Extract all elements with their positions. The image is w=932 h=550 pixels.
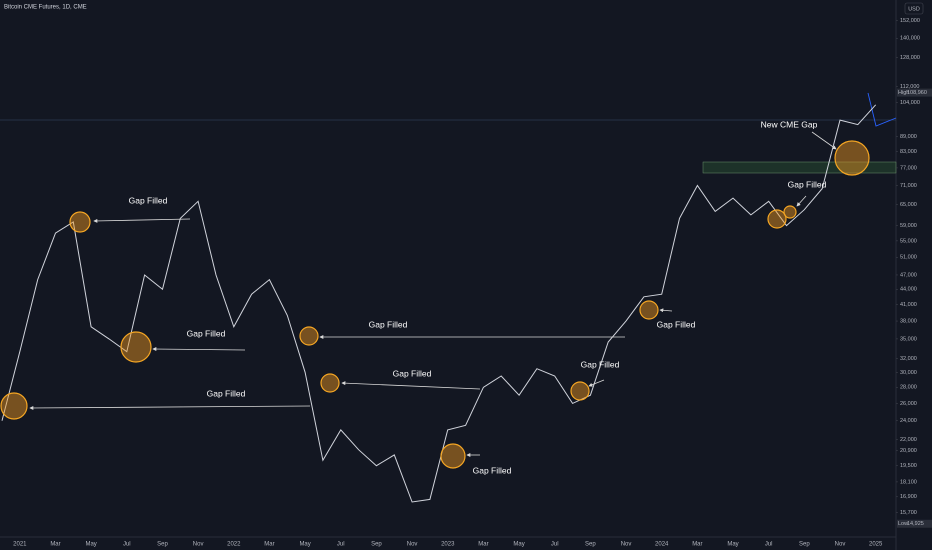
low-label: Low xyxy=(898,521,908,527)
y-tick-label: 41,000 xyxy=(900,302,917,308)
y-tick-label: 20,900 xyxy=(900,448,917,454)
y-tick-label: 77,000 xyxy=(900,165,917,171)
y-tick-label: 65,000 xyxy=(900,202,917,208)
x-tick-label: Sep xyxy=(157,542,168,548)
y-tick-label: 24,000 xyxy=(900,418,917,424)
x-tick-label: Mar xyxy=(692,542,702,548)
x-tick-label: Mar xyxy=(50,542,60,548)
y-tick-label: 112,000 xyxy=(900,84,919,90)
high-tag xyxy=(897,88,932,97)
annotation: Gap Filled xyxy=(129,195,168,205)
arrow xyxy=(659,308,673,313)
x-tick-label: Nov xyxy=(621,542,632,548)
y-tick-label: 152,000 xyxy=(900,18,920,24)
x-tick-label: Mar xyxy=(478,542,488,548)
low-value: 14,925 xyxy=(907,521,924,527)
y-tick-label: 26,000 xyxy=(900,401,917,407)
y-tick-label: 18,100 xyxy=(900,479,917,485)
x-tick-label: 2022 xyxy=(227,542,241,548)
currency-box[interactable] xyxy=(904,2,924,15)
y-tick-label: 140,000 xyxy=(900,36,920,42)
y-tick-label: 19,500 xyxy=(900,463,917,469)
y-tick-label: 30,000 xyxy=(900,370,917,376)
x-tick-label: 2024 xyxy=(655,542,669,548)
arrow xyxy=(29,405,311,410)
gap-circle xyxy=(767,209,787,229)
annotation: Gap Filled xyxy=(788,179,827,189)
y-tick-label: 128,000 xyxy=(900,55,920,61)
low-tag xyxy=(897,519,932,528)
y-tick-label: 35,000 xyxy=(900,336,917,342)
gap-circle xyxy=(440,443,466,469)
x-tick-label: Nov xyxy=(835,542,846,548)
y-tick-label: 71,000 xyxy=(900,183,917,189)
y-tick-label: 59,000 xyxy=(900,223,917,229)
currency: USD xyxy=(908,6,920,12)
x-tick-label: 2023 xyxy=(441,542,455,548)
x-tick-label: May xyxy=(727,542,738,548)
annotation: Gap Filled xyxy=(657,319,696,329)
y-tick-label: 28,000 xyxy=(900,385,917,391)
x-tick-label: Mar xyxy=(264,542,274,548)
annotation: Gap Filled xyxy=(473,465,512,475)
x-tick-label: Nov xyxy=(193,542,204,548)
x-tick-label: Jul xyxy=(123,542,131,548)
x-tick-label: 2025 xyxy=(869,542,883,548)
chart-title: Bitcoin CME Futures, 1D, CME xyxy=(4,5,87,11)
gap-circle xyxy=(834,140,870,176)
y-tick-label: 16,900 xyxy=(900,494,917,500)
y-tick-label: 104,000 xyxy=(900,100,920,106)
arrow xyxy=(341,381,481,390)
y-tick-label: 38,000 xyxy=(900,319,917,325)
annotation: Gap Filled xyxy=(581,359,620,369)
y-tick-label: 22,000 xyxy=(900,437,917,443)
arrow xyxy=(152,347,246,352)
x-tick-label: 2021 xyxy=(13,542,27,548)
y-tick-label: 15,700 xyxy=(900,510,917,516)
high-value: 108,960 xyxy=(907,90,927,96)
annotation: Gap Filled xyxy=(369,319,408,329)
high-label: High xyxy=(898,90,909,96)
gap-circle xyxy=(299,326,319,346)
annotation: New CME Gap xyxy=(761,119,818,129)
gap-circle xyxy=(783,205,797,219)
arrow xyxy=(93,218,191,223)
x-tick-label: Sep xyxy=(585,542,596,548)
annotation: Gap Filled xyxy=(187,328,226,338)
x-tick-label: Sep xyxy=(799,542,810,548)
gap-circle xyxy=(320,373,340,393)
x-tick-label: Jul xyxy=(337,542,345,548)
arrow xyxy=(588,379,605,387)
gap-circle xyxy=(570,381,590,401)
plot xyxy=(0,92,897,503)
gap-circle xyxy=(639,300,659,320)
gap-circle xyxy=(120,331,152,363)
y-tick-label: 32,000 xyxy=(900,356,917,362)
projection xyxy=(867,92,897,127)
annotations: Gap Filled Gap Filled Gap Filled Gap Fil… xyxy=(0,119,870,475)
x-tick-label: Jul xyxy=(765,542,773,548)
y-tick-label: 47,000 xyxy=(900,272,917,278)
y-tick-label: 51,000 xyxy=(900,255,917,261)
x-tick-label: Sep xyxy=(371,542,382,548)
y-tick-label: 55,000 xyxy=(900,238,917,244)
cme-gap-zone xyxy=(702,161,897,174)
price-line-series xyxy=(1,104,877,503)
y-tick-label: 89,000 xyxy=(900,134,917,140)
x-tick-label: May xyxy=(85,542,96,548)
gap-circle xyxy=(69,211,91,233)
x-tick-label: May xyxy=(299,542,310,548)
arrow xyxy=(811,131,837,150)
y-tick-label: 44,000 xyxy=(900,287,917,293)
x-tick-label: May xyxy=(513,542,524,548)
gap-circle xyxy=(0,392,28,420)
annotation: Gap Filled xyxy=(393,368,432,378)
arrow xyxy=(796,195,807,207)
x-tick-label: Nov xyxy=(407,542,418,548)
x-tick-label: Jul xyxy=(551,542,559,548)
annotation: Gap Filled xyxy=(207,388,246,398)
y-tick-label: 83,000 xyxy=(900,149,917,155)
